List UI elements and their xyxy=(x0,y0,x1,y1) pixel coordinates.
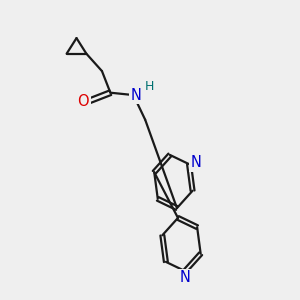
Text: N: N xyxy=(190,155,201,170)
Text: O: O xyxy=(78,94,89,109)
Text: N: N xyxy=(130,88,141,103)
Text: N: N xyxy=(180,270,190,285)
Text: H: H xyxy=(145,80,154,93)
